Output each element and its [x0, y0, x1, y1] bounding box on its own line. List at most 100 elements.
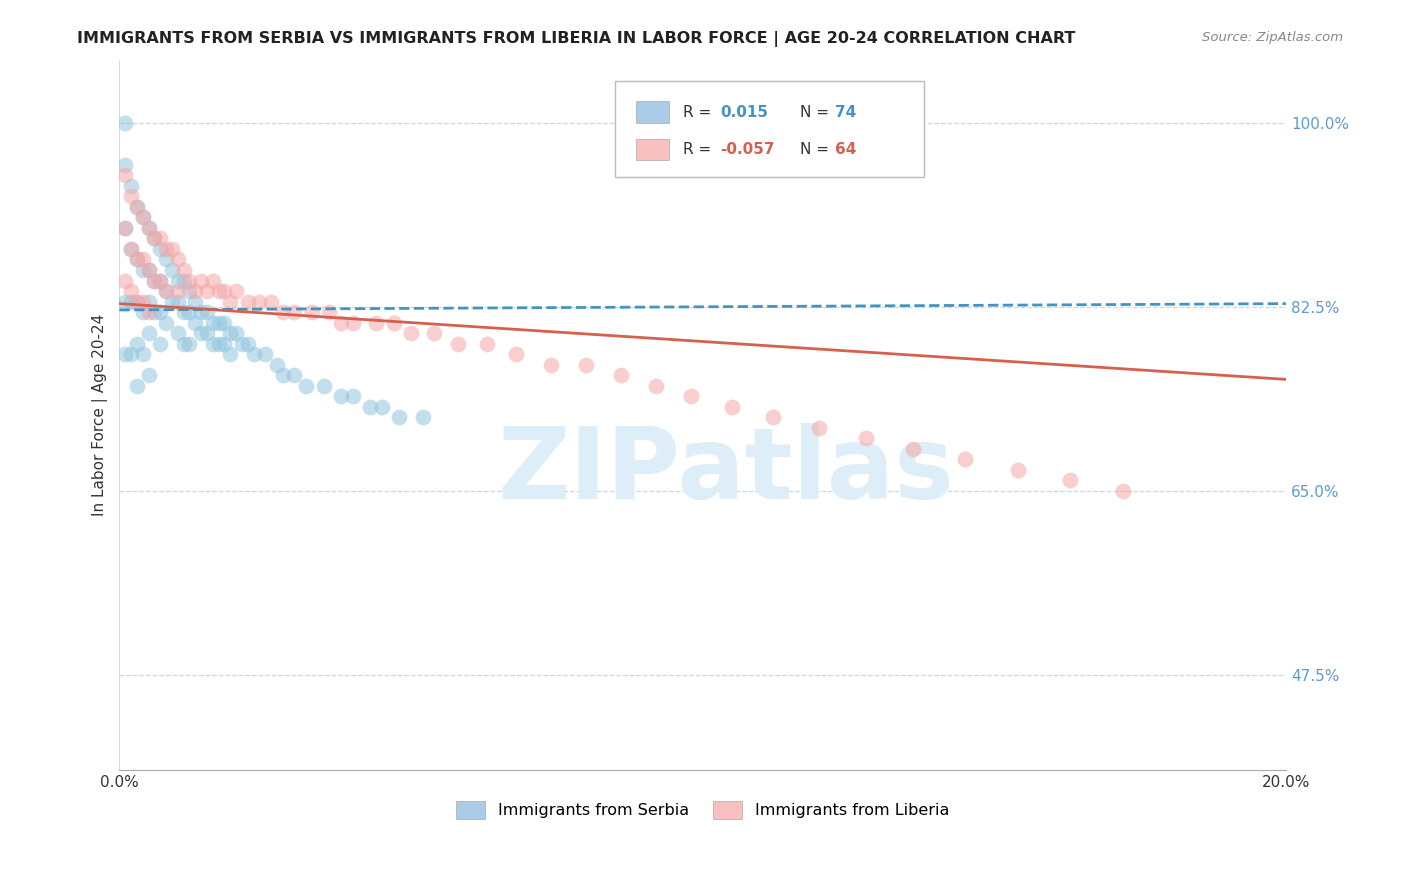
Point [160, 242, 183, 256]
Point [132, 263, 155, 277]
Point [114, 273, 136, 287]
Point [132, 305, 155, 319]
Text: R =: R = [683, 104, 711, 120]
Point [132, 211, 155, 225]
Point [149, 231, 172, 245]
Point [236, 294, 259, 309]
Point [207, 336, 229, 351]
Point [359, 400, 381, 414]
Point [342, 389, 364, 403]
Point [114, 294, 136, 309]
Point [132, 252, 155, 267]
Point [301, 305, 323, 319]
Point [762, 410, 785, 425]
Point [330, 316, 353, 330]
Point [160, 263, 183, 277]
Point [120, 189, 142, 203]
Point [808, 421, 831, 435]
Point [120, 178, 142, 193]
Point [318, 305, 340, 319]
Point [179, 336, 201, 351]
Point [120, 347, 142, 361]
Point [342, 316, 364, 330]
Point [679, 389, 702, 403]
Point [114, 158, 136, 172]
Text: IMMIGRANTS FROM SERBIA VS IMMIGRANTS FROM LIBERIA IN LABOR FORCE | AGE 20-24 COR: IMMIGRANTS FROM SERBIA VS IMMIGRANTS FRO… [77, 31, 1076, 47]
Point [166, 326, 188, 340]
Point [173, 263, 195, 277]
Point [254, 347, 277, 361]
Text: R =: R = [683, 143, 711, 157]
Point [219, 294, 242, 309]
FancyBboxPatch shape [636, 102, 669, 123]
Point [149, 273, 172, 287]
Point [271, 368, 294, 383]
Point [138, 221, 160, 235]
Point [138, 263, 160, 277]
Point [1111, 483, 1133, 498]
Point [195, 305, 218, 319]
Point [201, 316, 224, 330]
Point [143, 305, 166, 319]
Point [399, 326, 422, 340]
Point [179, 305, 201, 319]
Point [1007, 463, 1029, 477]
Point [125, 252, 148, 267]
Point [138, 221, 160, 235]
Point [505, 347, 527, 361]
Point [114, 116, 136, 130]
Point [138, 326, 160, 340]
Y-axis label: In Labor Force | Age 20-24: In Labor Force | Age 20-24 [93, 313, 108, 516]
Point [166, 252, 188, 267]
Point [114, 221, 136, 235]
Text: N =: N = [800, 143, 828, 157]
Point [125, 294, 148, 309]
Point [132, 211, 155, 225]
Point [138, 263, 160, 277]
Point [132, 294, 155, 309]
Point [242, 347, 264, 361]
Point [236, 336, 259, 351]
Point [190, 305, 212, 319]
Point [295, 378, 318, 392]
Point [143, 273, 166, 287]
Point [721, 400, 744, 414]
Point [195, 326, 218, 340]
Point [166, 294, 188, 309]
Point [1059, 474, 1081, 488]
Point [412, 410, 434, 425]
Point [114, 347, 136, 361]
Point [160, 294, 183, 309]
Point [312, 378, 335, 392]
Point [540, 358, 562, 372]
Point [190, 273, 212, 287]
Point [266, 358, 288, 372]
Point [143, 231, 166, 245]
Text: -0.057: -0.057 [720, 143, 775, 157]
Point [214, 316, 236, 330]
Point [149, 273, 172, 287]
Point [214, 336, 236, 351]
Point [143, 273, 166, 287]
Point [125, 252, 148, 267]
Point [388, 410, 411, 425]
Point [207, 284, 229, 298]
FancyBboxPatch shape [616, 81, 924, 177]
Point [855, 431, 877, 445]
Point [610, 368, 633, 383]
Point [149, 305, 172, 319]
Point [283, 305, 305, 319]
Point [173, 336, 195, 351]
Point [423, 326, 446, 340]
Point [132, 347, 155, 361]
Point [173, 273, 195, 287]
Point [114, 169, 136, 183]
Point [330, 389, 353, 403]
Text: 0.015: 0.015 [720, 104, 768, 120]
Point [179, 273, 201, 287]
Point [149, 242, 172, 256]
Point [475, 336, 498, 351]
Point [120, 242, 142, 256]
Point [201, 336, 224, 351]
Point [371, 400, 394, 414]
